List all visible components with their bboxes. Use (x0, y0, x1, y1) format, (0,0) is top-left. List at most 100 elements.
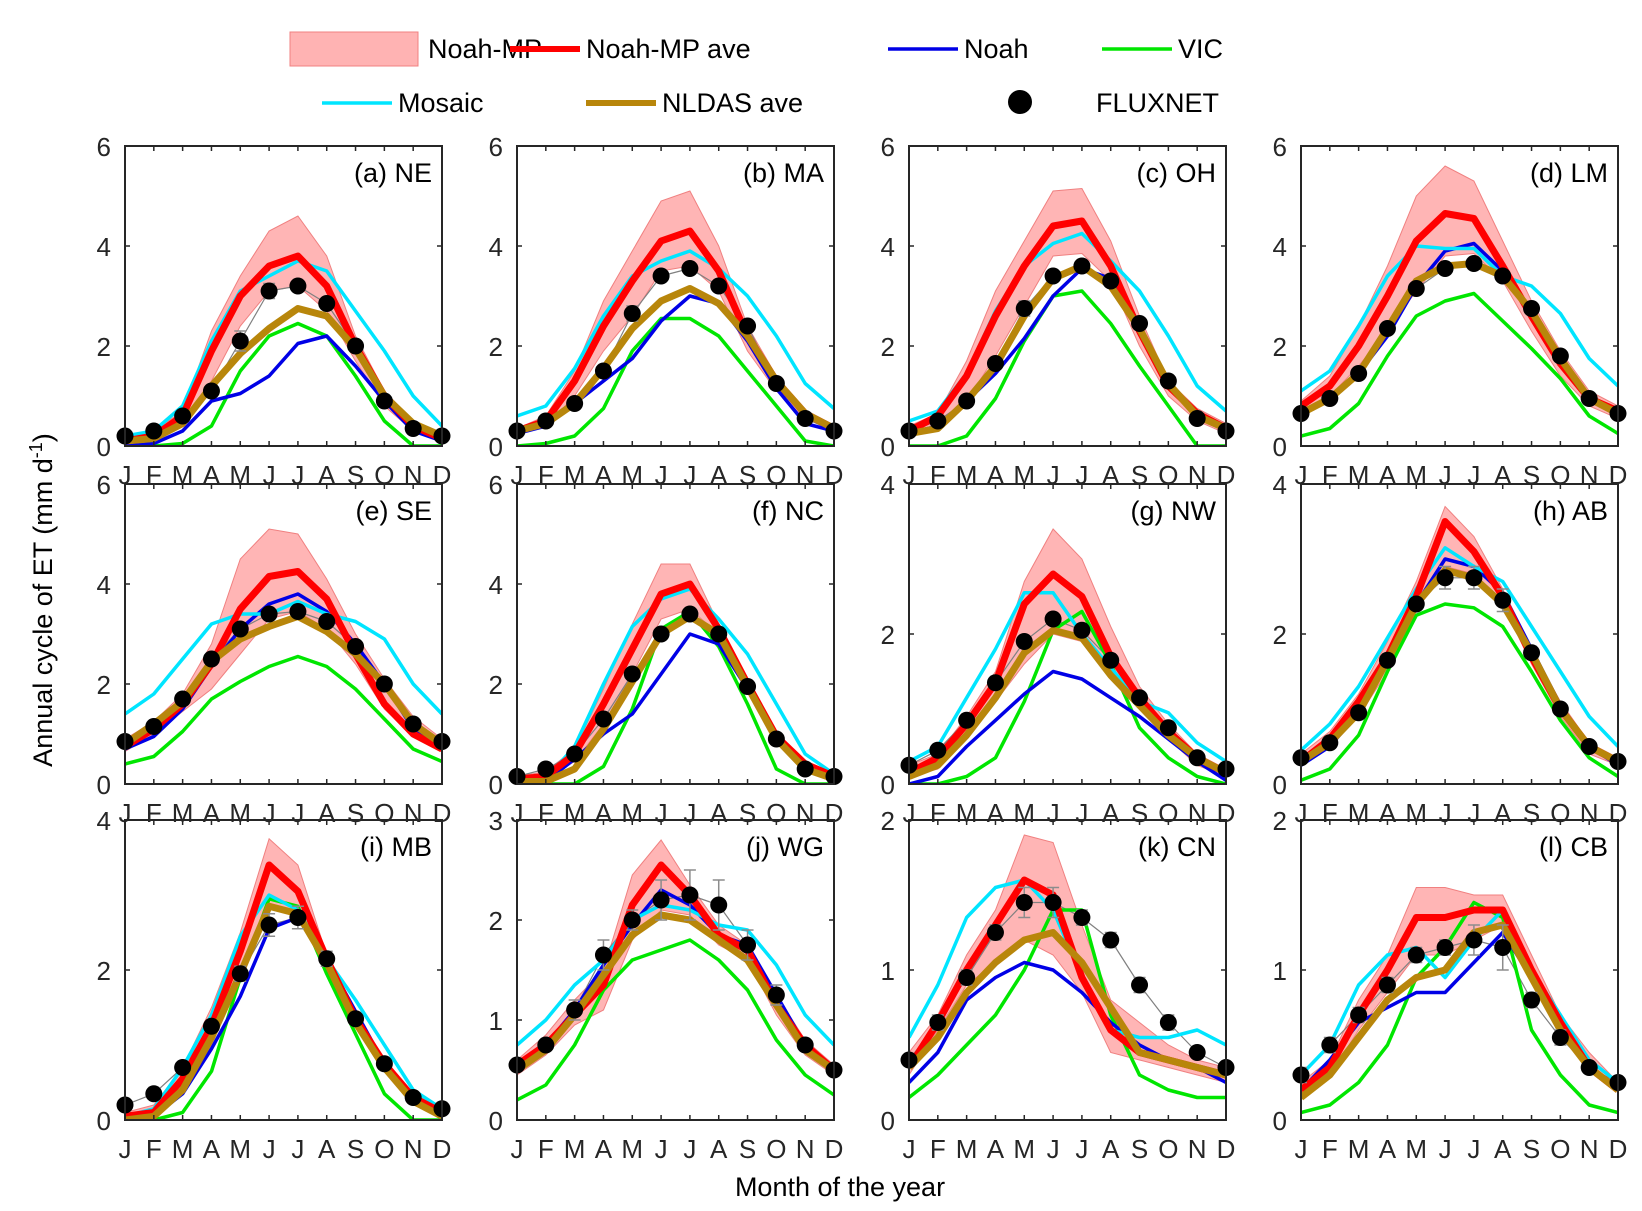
y-tick-label: 0 (881, 1106, 895, 1136)
fluxnet-point (796, 410, 814, 427)
fluxnet-point (404, 420, 422, 437)
x-tick-label: A (1102, 460, 1120, 490)
fluxnet-point (318, 295, 336, 312)
y-tick-label: 2 (97, 670, 111, 700)
panel-label: (j) WG (746, 832, 824, 862)
legend-label: FLUXNET (1096, 88, 1219, 118)
fluxnet-point (174, 407, 192, 425)
x-tick-label: A (710, 1134, 728, 1164)
fluxnet-point (347, 638, 365, 655)
nldas-ave-line (1301, 921, 1618, 1101)
x-tick-label: N (1580, 1134, 1599, 1164)
fluxnet-point (1436, 260, 1454, 277)
fluxnet-point (260, 916, 278, 934)
noahmp-range-band (1301, 887, 1618, 1099)
x-tick-label: M (956, 1134, 978, 1164)
nldas-ave-line (125, 902, 442, 1120)
axes-box (124, 145, 443, 447)
fluxnet-point (929, 1014, 947, 1031)
fluxnet-point (1044, 894, 1062, 911)
legend: Noah-MP Noah-MP ave Noah VIC Mosaic NLDAS ave… (289, 31, 1223, 118)
fluxnet-point (231, 965, 249, 983)
vic-line (909, 908, 1226, 1100)
fluxnet-point (1159, 719, 1177, 737)
x-tick-label: J (511, 460, 524, 490)
y-tick-label: 4 (97, 806, 111, 836)
fluxnet-point (594, 710, 612, 728)
legend-item-noah: Noah (888, 34, 1029, 64)
x-tick-label: M (1348, 1134, 1370, 1164)
y-tick-label: 4 (881, 232, 895, 262)
x-tick-label: F (146, 1134, 162, 1164)
fluxnet-point (537, 1036, 555, 1054)
fluxnet-point (289, 603, 307, 620)
fluxnet-point (796, 1036, 814, 1054)
y-tick-label: 3 (489, 806, 503, 836)
legend-item-fluxnet: FLUXNET (1008, 88, 1219, 118)
mosaic-line (1301, 908, 1618, 1084)
fluxnet-point (623, 305, 641, 322)
x-tick-label: J (903, 460, 916, 490)
x-tick-label: J (291, 460, 304, 490)
x-tick-label: S (739, 460, 756, 490)
x-tick-label: M (229, 1134, 251, 1164)
fluxnet-point (986, 674, 1004, 692)
y-tick-label: 4 (1273, 470, 1287, 500)
fluxnet-point (1465, 569, 1483, 587)
fluxnet-point (1188, 749, 1206, 767)
x-tick-label: A (987, 460, 1005, 490)
fluxnet-point (929, 412, 947, 430)
y-tick-label: 2 (489, 670, 503, 700)
fluxnet-point (1580, 738, 1598, 755)
vic-line (909, 289, 1226, 446)
legend-label: VIC (1178, 34, 1223, 64)
y-tick-label: 2 (1273, 806, 1287, 836)
fluxnet-point (1350, 1006, 1368, 1024)
fluxnet-point (1407, 946, 1425, 964)
x-tick-label: F (930, 1134, 946, 1164)
y-tick-label: 0 (489, 770, 503, 800)
x-tick-label: M (621, 460, 643, 490)
y-tick-label: 0 (881, 770, 895, 800)
x-tick-label: J (655, 1134, 668, 1164)
fluxnet-point (537, 412, 555, 430)
fluxnet-point (958, 392, 976, 410)
panel-label: (h) AB (1533, 496, 1608, 526)
legend-swatch-band (289, 31, 419, 67)
x-tick-label: A (987, 1134, 1005, 1164)
fluxnet-point (1436, 939, 1454, 956)
fluxnet-point (566, 745, 584, 763)
fluxnet-point (260, 282, 278, 300)
plot-area (517, 563, 834, 784)
x-tick-label: M (564, 460, 586, 490)
x-tick-label: J (291, 1134, 304, 1164)
fluxnet-point (958, 711, 976, 729)
fluxnet-point (1188, 1044, 1206, 1061)
x-tick-label: N (1188, 460, 1207, 490)
axes-box (516, 145, 835, 447)
fluxnet-point (767, 986, 785, 1004)
panel-label: (a) NE (354, 158, 432, 188)
axes-box (516, 819, 835, 1121)
x-tick-label: D (1609, 1134, 1628, 1164)
y-tick-label: 4 (881, 470, 895, 500)
noah-line (909, 669, 1226, 784)
fluxnet-point (986, 924, 1004, 941)
panel-label: (f) NC (752, 496, 824, 526)
fluxnet-point (231, 332, 249, 350)
legend-item-nldas: NLDAS ave (586, 88, 803, 118)
legend-label: Mosaic (398, 88, 484, 118)
plot-area (909, 834, 1226, 1100)
x-tick-label: M (621, 1134, 643, 1164)
x-tick-label: J (683, 460, 696, 490)
fluxnet-point (566, 395, 584, 412)
x-tick-label: M (564, 1134, 586, 1164)
fluxnet-point (375, 675, 393, 693)
y-tick-label: 4 (489, 232, 503, 262)
x-tick-label: O (374, 460, 394, 490)
x-tick-label: D (433, 1134, 452, 1164)
fluxnet-point (1159, 1014, 1177, 1031)
